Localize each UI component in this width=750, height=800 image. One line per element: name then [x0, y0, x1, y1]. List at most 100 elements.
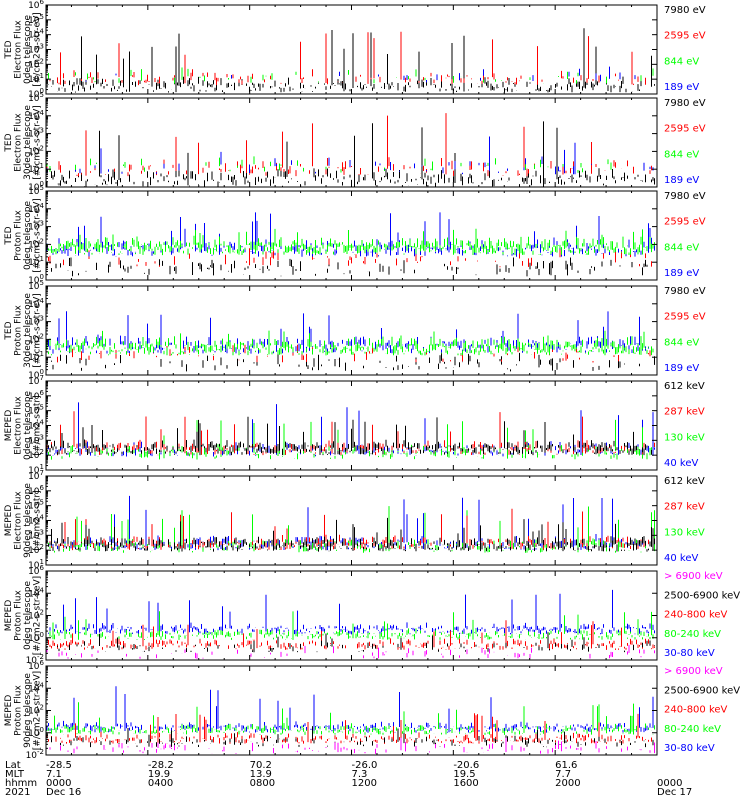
panel-frame — [45, 4, 658, 95]
y-axis-label: TEDProton Flux30deg telescope[#/cm2-s-st… — [4, 293, 43, 368]
time-axis-mlt: 13.9 — [250, 769, 272, 780]
y-tick-label: 105 — [28, 404, 44, 417]
y-tick-label: 100 — [28, 368, 44, 381]
panel-frame — [45, 285, 658, 376]
series-trace — [48, 506, 655, 553]
series-trace — [49, 737, 655, 754]
series-trace — [48, 67, 654, 84]
series-trace — [48, 311, 654, 354]
y-tick-label: 103 — [28, 43, 44, 56]
legend-entry: 612 keV — [664, 476, 705, 487]
y-tick-label: 102 — [28, 144, 44, 157]
legend-entry: 40 keV — [664, 553, 698, 564]
legend-entry: 287 keV — [664, 407, 705, 418]
legend-entry: 7980 eV — [664, 5, 706, 16]
y-axis-label: TEDElectron Flux30deg telescope[#/cm2-s-… — [4, 105, 43, 180]
y-tick-label: 104 — [28, 202, 44, 215]
time-axis-hhmm: 0000 — [657, 778, 682, 789]
series-trace — [46, 686, 655, 733]
legend-entry: 2500-6900 keV — [664, 590, 740, 601]
time-axis-lat: 61.6 — [555, 760, 577, 771]
time-axis-date: Dec 16 — [46, 787, 81, 798]
series-trace — [46, 632, 655, 653]
time-axis-hhmm: 0000 — [46, 778, 71, 789]
y-tick-label: 106 — [28, 389, 44, 402]
y-tick-label: 105 — [28, 184, 44, 197]
legend-entry: 7980 eV — [664, 191, 706, 202]
y-tick-label: 103 — [28, 528, 44, 541]
series-trace — [46, 713, 652, 744]
time-axis-hhmm: 1600 — [453, 778, 478, 789]
y-tick-label: 102 — [28, 237, 44, 250]
y-axis-label: TEDProton Flux0deg telescope[#/cm2-s-str… — [4, 198, 43, 273]
legend-entry: 612 keV — [664, 381, 705, 392]
legend-entry: 130 keV — [664, 432, 705, 443]
time-axis-mlt: 19.5 — [453, 769, 475, 780]
series-trace — [48, 28, 655, 93]
legend-entry: 189 eV — [664, 363, 699, 374]
y-tick-label: 106 — [28, 484, 44, 497]
series-trace — [46, 419, 652, 460]
legend-entry: 189 eV — [664, 82, 699, 93]
series-trace — [51, 257, 648, 277]
legend-entry: 80-240 keV — [664, 629, 721, 640]
legend-entry: 2595 eV — [664, 124, 706, 135]
panel-frame — [45, 570, 658, 661]
legend-entry: 2595 eV — [664, 217, 706, 228]
series-trace — [48, 589, 655, 635]
panel-frame — [45, 475, 658, 566]
y-tick-label: 100 — [28, 273, 44, 286]
series-trace — [48, 620, 655, 650]
time-axis-date: Dec 17 — [657, 787, 692, 798]
y-tick-label: 10-2 — [26, 653, 44, 666]
y-tick-label: 105 — [28, 13, 44, 26]
y-tick-label: 104 — [28, 681, 44, 694]
y-tick-label: 103 — [28, 220, 44, 233]
y-axis-label: MEPEDProton Flux90deg telescope[#/cm2-s-… — [4, 671, 43, 750]
series-trace — [46, 416, 652, 456]
y-tick-label: 10-2 — [26, 748, 44, 761]
y-tick-label: 101 — [28, 350, 44, 363]
y-tick-label: 107 — [28, 469, 44, 482]
legend-entry: 844 eV — [664, 149, 699, 160]
y-tick-label: 104 — [28, 109, 44, 122]
y-tick-label: 101 — [28, 255, 44, 268]
series-trace — [46, 121, 655, 187]
series-trace — [46, 136, 654, 175]
series-trace — [46, 113, 652, 177]
legend-entry: > 6900 keV — [664, 666, 723, 677]
series-trace — [46, 702, 655, 735]
y-tick-label: 102 — [28, 609, 44, 622]
legend-entry: 30-80 keV — [664, 648, 715, 659]
series-trace — [46, 644, 655, 659]
y-tick-label: 102 — [28, 332, 44, 345]
legend-entry: 2595 eV — [664, 312, 706, 323]
y-tick-label: 101 — [28, 162, 44, 175]
row-label-lat: Lat — [5, 760, 21, 771]
y-axis-label: MEPEDElectron Flux0deg telescope[#/cm2-s… — [4, 391, 43, 461]
y-tick-label: 103 — [28, 433, 44, 446]
y-tick-label: 105 — [28, 279, 44, 292]
panel-frame — [45, 380, 658, 471]
legend-entry: 80-240 keV — [664, 724, 721, 735]
time-axis-mlt: 7.3 — [352, 769, 368, 780]
y-tick-label: 106 — [28, 0, 44, 11]
time-axis-hhmm: 0800 — [250, 778, 275, 789]
legend-entry: 7980 eV — [664, 98, 706, 109]
y-tick-label: 103 — [28, 127, 44, 140]
legend-entry: 189 eV — [664, 175, 699, 186]
y-tick-label: 100 — [28, 180, 44, 193]
panel-frame — [45, 97, 658, 188]
y-tick-label: 101 — [28, 463, 44, 476]
row-label-mlt: MLT — [5, 769, 25, 780]
legend-entry: 844 eV — [664, 56, 699, 67]
series-trace — [46, 330, 654, 356]
